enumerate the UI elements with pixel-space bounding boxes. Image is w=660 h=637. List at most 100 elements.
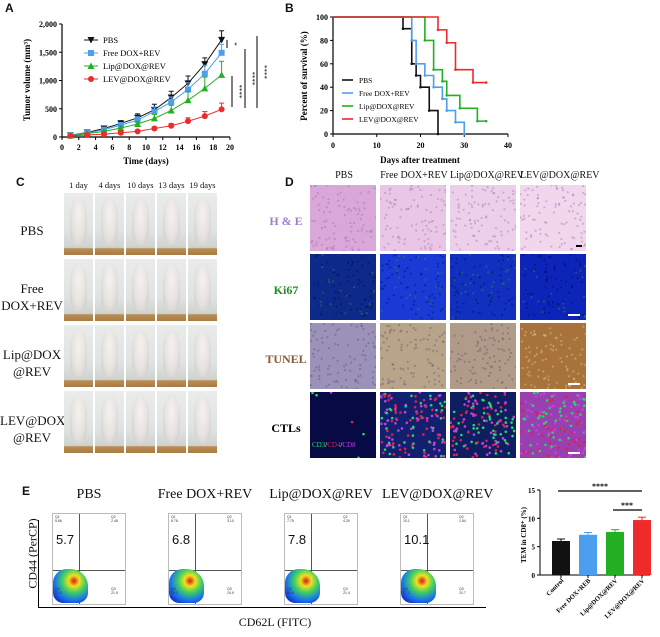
cell (388, 443, 392, 447)
cell (409, 258, 412, 261)
triangle-up-marker (134, 120, 142, 128)
cell (350, 263, 353, 267)
cell (505, 424, 509, 428)
cell (577, 448, 580, 452)
cell (362, 349, 365, 352)
micrograph-tile (310, 392, 376, 458)
cell (563, 223, 566, 226)
cell (527, 451, 530, 454)
cell (357, 229, 360, 232)
cell (336, 273, 339, 276)
cell (414, 291, 417, 294)
cell (538, 211, 541, 214)
cell (383, 246, 386, 249)
x-tick-label: 10 (142, 143, 150, 152)
cell (475, 239, 478, 242)
cell (426, 338, 429, 341)
cell (541, 310, 544, 314)
cell (573, 403, 577, 406)
cell (424, 278, 427, 281)
cell (374, 356, 376, 359)
cell (359, 308, 362, 311)
cell (374, 346, 376, 349)
cell (544, 345, 548, 348)
cell (354, 208, 358, 211)
y-axis-title: TEM in CD8⁺ (%) (520, 506, 528, 563)
cell (470, 277, 473, 281)
cell (467, 430, 470, 434)
cell (311, 197, 315, 200)
cell (388, 325, 391, 328)
cell (437, 275, 440, 278)
cell (381, 264, 384, 267)
cell (325, 385, 328, 388)
cell (345, 386, 348, 389)
legend-label: Free DOX+REV (359, 89, 410, 98)
cell (547, 300, 550, 303)
cell (511, 378, 514, 381)
cell (392, 294, 395, 297)
cell (394, 422, 397, 425)
cell (331, 280, 335, 283)
cell (427, 453, 430, 457)
cell (525, 302, 529, 305)
gate-vertical (311, 514, 312, 604)
cell (433, 383, 437, 386)
cell (335, 329, 339, 332)
cell (572, 193, 575, 196)
cell (437, 394, 441, 398)
cell (386, 419, 390, 422)
cell (380, 440, 384, 444)
y-axis (38, 520, 39, 608)
cell (431, 219, 434, 223)
cell (433, 296, 436, 299)
cell (368, 230, 371, 233)
cell (559, 286, 563, 289)
cell (414, 394, 417, 398)
cell (439, 410, 443, 414)
cell (370, 305, 373, 309)
cell (457, 206, 460, 209)
cell (526, 414, 529, 418)
gate-horizontal (401, 570, 473, 571)
x-tick-label: 0 (60, 143, 64, 152)
cell (398, 237, 401, 240)
cell (521, 218, 524, 221)
cell (419, 401, 423, 405)
mouse-photo (64, 259, 93, 321)
cell (357, 282, 360, 286)
mouse-image (163, 263, 180, 311)
cell (486, 186, 489, 189)
cell (536, 205, 539, 208)
cell (438, 335, 441, 338)
cell (454, 230, 457, 233)
cell (549, 332, 552, 335)
cell (499, 215, 503, 218)
cell (411, 187, 414, 191)
cell (316, 192, 319, 195)
cell (323, 308, 327, 311)
cell (565, 221, 568, 224)
cell (553, 266, 556, 269)
mouse-image (101, 197, 118, 245)
cell (511, 304, 514, 307)
cell (493, 360, 496, 363)
cell (394, 409, 397, 412)
cell (584, 363, 586, 366)
cell (338, 204, 341, 208)
cell (463, 360, 466, 363)
cell (310, 384, 313, 387)
cell (461, 354, 464, 357)
cell (409, 188, 412, 192)
cell (455, 427, 459, 430)
cell (571, 236, 574, 239)
cell (497, 247, 500, 250)
cell (544, 334, 547, 337)
cell (488, 240, 491, 243)
cell (555, 337, 558, 340)
cell (321, 254, 324, 257)
cell (507, 332, 510, 335)
cell (383, 395, 386, 398)
cell (433, 344, 436, 347)
cell (480, 338, 483, 341)
